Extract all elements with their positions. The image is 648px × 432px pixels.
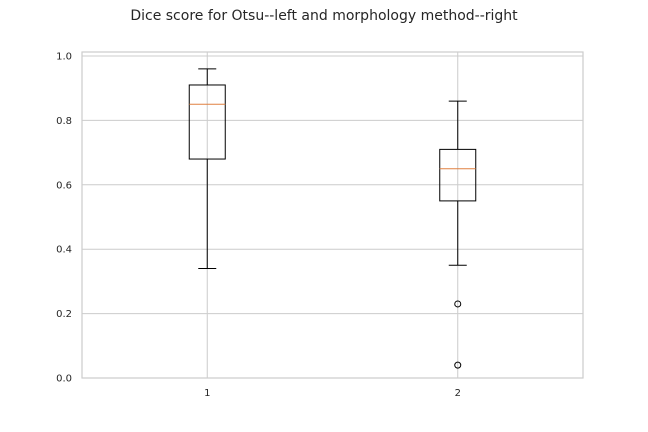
plot-frame xyxy=(81,51,584,379)
x-tick-label: 2 xyxy=(455,388,461,399)
y-tick-label: 0.8 xyxy=(56,116,72,127)
iqr-box xyxy=(439,148,477,202)
grid-lines xyxy=(82,52,583,379)
y-tick-label: 1.0 xyxy=(56,52,72,63)
chart-title: Dice score for Otsu--left and morphology… xyxy=(130,8,518,24)
y-axis-ticks: 0.0 0.2 0.4 0.6 0.8 1.0 xyxy=(56,52,72,385)
outlier-point xyxy=(454,361,462,369)
box-group xyxy=(439,100,477,369)
outlier-point xyxy=(454,300,462,308)
boxes xyxy=(188,68,477,369)
y-tick-label: 0.0 xyxy=(56,374,72,385)
y-tick-label: 0.2 xyxy=(56,309,72,320)
box-group xyxy=(188,68,226,270)
iqr-box xyxy=(188,84,226,160)
x-tick-label: 1 xyxy=(204,388,210,399)
y-tick-label: 0.6 xyxy=(56,180,72,191)
y-tick-label: 0.4 xyxy=(56,245,72,256)
